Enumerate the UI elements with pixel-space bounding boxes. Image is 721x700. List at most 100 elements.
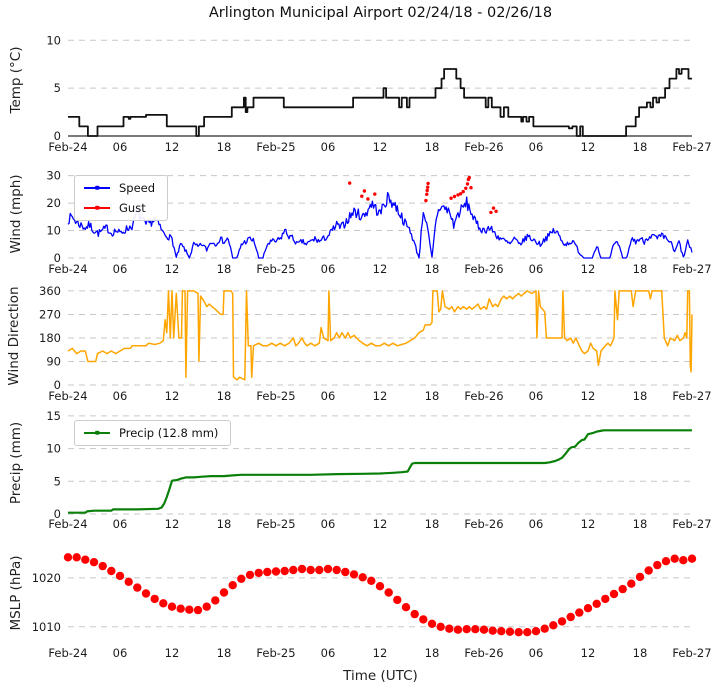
gust-point xyxy=(426,181,430,186)
mslp-point xyxy=(609,589,619,599)
gust-point xyxy=(456,193,460,197)
mslp-point xyxy=(72,553,81,562)
x-tick-label: 06 xyxy=(321,646,336,660)
x-tick-label: Feb-24 xyxy=(48,517,87,531)
mslp-point xyxy=(445,624,454,633)
x-tick-label: Feb-27 xyxy=(672,389,711,403)
mslp-point xyxy=(228,581,237,590)
x-tick-label: Feb-25 xyxy=(256,517,295,531)
ylabel-wind-direction: Wind Direction xyxy=(6,286,22,386)
mslp-point xyxy=(375,582,385,591)
mslp-point xyxy=(167,602,177,611)
y-tick-label-temperature: 5 xyxy=(54,81,61,95)
x-tick-label: 18 xyxy=(217,646,232,660)
ylabel-wind: Wind (mph) xyxy=(8,174,24,254)
mslp-point xyxy=(289,565,298,575)
mslp-point xyxy=(219,588,229,597)
mslp-point xyxy=(583,604,593,613)
y-tick-label-mslp: 1010 xyxy=(32,620,61,634)
x-tick-label: 12 xyxy=(581,140,596,154)
mslp-point xyxy=(124,577,133,586)
x-tick-label: Feb-27 xyxy=(672,517,711,531)
mslp-point xyxy=(237,574,246,583)
y-tick-label-wind-direction: 270 xyxy=(39,307,61,321)
x-tick-label: Feb-24 xyxy=(48,389,87,403)
y-tick-label-precip: 10 xyxy=(46,442,61,456)
y-tick-label-wind-direction: 0 xyxy=(54,378,61,392)
x-tick-label: 06 xyxy=(529,262,544,276)
mslp-point xyxy=(323,564,333,574)
mslp-point xyxy=(505,627,515,636)
mslp-point xyxy=(358,573,367,582)
direction-line xyxy=(67,290,693,381)
mslp-point xyxy=(349,570,359,579)
x-tick-label: 12 xyxy=(165,517,180,531)
gust-marker-dot xyxy=(94,205,100,211)
x-tick-label: 06 xyxy=(113,389,128,403)
x-tick-label: 18 xyxy=(633,517,648,531)
mslp-point xyxy=(63,553,73,562)
gust-point xyxy=(489,210,493,215)
mslp-point xyxy=(557,617,567,626)
x-tick-label: Feb-24 xyxy=(48,262,87,276)
mslp-point xyxy=(679,556,688,565)
mslp-point xyxy=(479,625,489,634)
x-tick-label: Feb-26 xyxy=(464,262,503,276)
y-tick-label-wind: 10 xyxy=(46,224,61,238)
x-tick-label: 06 xyxy=(529,389,544,403)
x-tick-label: 12 xyxy=(165,646,180,660)
mslp-point xyxy=(141,589,151,598)
gust-point xyxy=(425,188,429,193)
mslp-point xyxy=(185,605,194,614)
y-tick-label-wind-direction: 180 xyxy=(39,331,61,345)
x-tick-label: 18 xyxy=(633,140,648,154)
gust-point xyxy=(494,209,498,213)
y-tick-label-mslp: 1020 xyxy=(32,571,61,585)
x-tick-label: 12 xyxy=(581,262,596,276)
mslp-point xyxy=(341,567,350,577)
mslp-point xyxy=(98,561,107,571)
mslp-point xyxy=(401,603,411,612)
x-tick-label: Feb-24 xyxy=(48,140,87,154)
x-tick-label: 12 xyxy=(373,517,388,531)
mslp-point xyxy=(661,557,671,566)
gust-point xyxy=(491,206,496,210)
wind-legend: Speed Gust xyxy=(74,175,169,221)
mslp-point xyxy=(540,624,549,633)
y-tick-label-wind: 30 xyxy=(46,169,61,183)
mslp-point xyxy=(254,568,263,578)
x-tick-label: 12 xyxy=(373,140,388,154)
gust-point xyxy=(464,186,468,190)
chart-title: Arlington Municipal Airport 02/24/18 - 0… xyxy=(208,5,553,21)
x-tick-label: 06 xyxy=(529,646,544,660)
gust-point xyxy=(373,192,377,196)
x-tick-label: 12 xyxy=(165,389,180,403)
x-tick-label: Feb-26 xyxy=(464,140,503,154)
y-tick-label-wind: 0 xyxy=(54,251,61,265)
mslp-point xyxy=(306,565,315,575)
x-tick-label: 12 xyxy=(581,517,596,531)
x-tick-label: 06 xyxy=(321,517,336,531)
speed-line-swatch xyxy=(84,185,110,191)
x-tick-label: Feb-26 xyxy=(464,517,503,531)
mslp-point xyxy=(211,596,220,605)
gust-point xyxy=(366,197,370,201)
x-tick-label: 12 xyxy=(165,262,180,276)
gust-point xyxy=(426,185,430,189)
ylabel-precip: Precip (mm) xyxy=(8,421,24,505)
mslp-point xyxy=(644,566,653,575)
mslp-point xyxy=(436,622,445,631)
mslp-point xyxy=(471,625,480,634)
mslp-point xyxy=(245,570,255,580)
x-tick-label: Feb-27 xyxy=(672,646,711,660)
legend-label-precip: Precip (12.8 mm) xyxy=(119,426,219,440)
y-tick-label-temperature: 0 xyxy=(54,129,61,143)
gust-point xyxy=(425,192,429,196)
x-tick-label: Feb-25 xyxy=(256,646,295,660)
x-tick-label: 18 xyxy=(425,262,440,276)
y-tick-label-wind-direction: 360 xyxy=(39,284,61,298)
speed-marker-dot xyxy=(94,185,100,191)
mslp-point xyxy=(263,567,272,577)
legend-label-gust: Gust xyxy=(119,201,146,215)
